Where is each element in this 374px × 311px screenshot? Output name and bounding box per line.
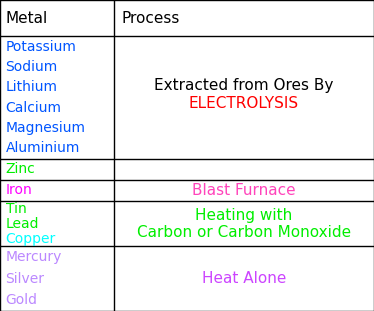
Text: Copper: Copper <box>6 232 56 246</box>
Text: Tin: Tin <box>6 202 26 216</box>
Text: Blast Furnace: Blast Furnace <box>192 183 296 198</box>
Text: Silver: Silver <box>6 272 45 286</box>
Text: Sodium: Sodium <box>6 60 58 74</box>
Text: Extracted from Ores By: Extracted from Ores By <box>154 78 334 93</box>
Text: Zinc: Zinc <box>6 162 36 176</box>
Text: Lead: Lead <box>6 217 39 231</box>
Text: Gold: Gold <box>6 293 38 307</box>
Text: Mercury: Mercury <box>6 250 62 264</box>
Text: ELECTROLYSIS: ELECTROLYSIS <box>189 95 299 111</box>
Text: Process: Process <box>122 11 180 26</box>
Text: Calcium: Calcium <box>6 101 62 115</box>
Text: Heating with: Heating with <box>195 207 293 223</box>
Text: Aluminium: Aluminium <box>6 142 80 156</box>
Text: Metal: Metal <box>6 11 48 26</box>
Text: Magnesium: Magnesium <box>6 121 86 135</box>
Text: Carbon or Carbon Monoxide: Carbon or Carbon Monoxide <box>137 225 351 240</box>
Text: Iron: Iron <box>6 183 33 197</box>
Text: Potassium: Potassium <box>6 39 77 53</box>
Text: Heat Alone: Heat Alone <box>202 271 286 286</box>
Text: Lithium: Lithium <box>6 80 58 94</box>
